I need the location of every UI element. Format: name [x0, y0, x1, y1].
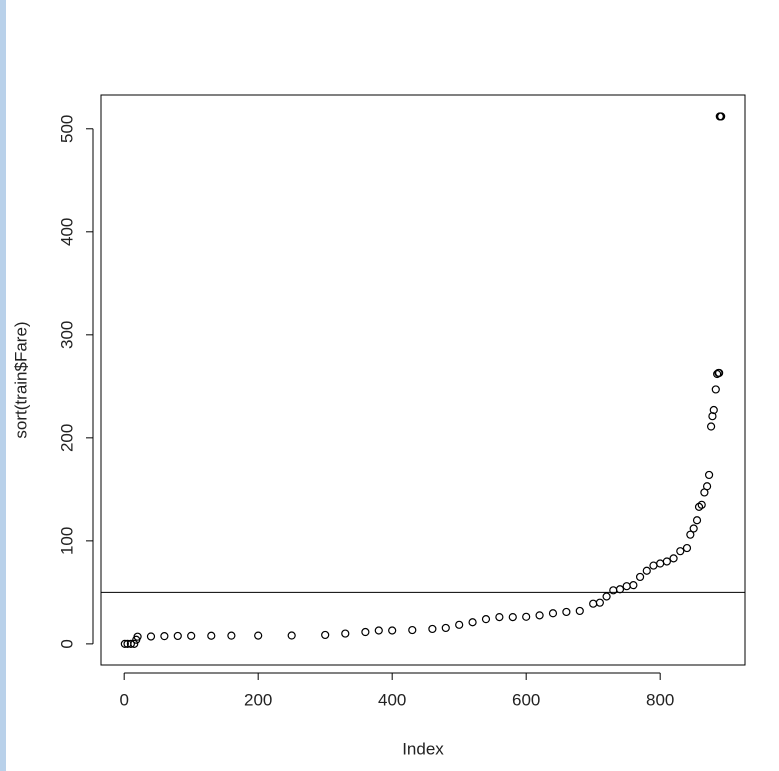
point [717, 112, 726, 121]
point [642, 566, 651, 575]
x-tick-label: 0 [119, 690, 128, 709]
point [455, 620, 464, 629]
point [602, 592, 611, 601]
x-tick-label: 400 [378, 690, 406, 709]
point [160, 632, 169, 641]
y-tick-label: 300 [57, 321, 76, 349]
x-tick-label: 800 [646, 690, 674, 709]
point [622, 582, 631, 591]
point [133, 632, 142, 641]
point [615, 585, 625, 594]
x-tick-label: 200 [244, 690, 272, 709]
point [649, 561, 658, 570]
point [130, 639, 139, 648]
point [535, 611, 544, 620]
point [207, 631, 216, 640]
point [287, 631, 296, 640]
point [408, 625, 417, 635]
point [187, 631, 196, 640]
point [146, 632, 156, 641]
point [715, 368, 724, 378]
point [669, 554, 678, 563]
point [595, 598, 604, 607]
point [321, 630, 330, 640]
point [468, 618, 477, 627]
point [361, 627, 370, 637]
point [428, 624, 437, 634]
point [562, 607, 571, 617]
point [589, 599, 598, 608]
point [704, 470, 714, 480]
point [374, 626, 383, 635]
plot-box [100, 94, 746, 666]
point [629, 581, 638, 590]
point [126, 639, 135, 648]
y-axis-label: sort(train$Fare) [11, 321, 30, 438]
point [254, 631, 263, 640]
point [548, 609, 558, 618]
point [711, 385, 720, 394]
point [120, 639, 129, 648]
point [508, 612, 517, 622]
point [708, 412, 717, 421]
point [481, 615, 491, 624]
point [689, 524, 698, 533]
point [697, 500, 706, 509]
x-axis-label: Index [402, 739, 444, 758]
point [686, 530, 695, 539]
y-tick-label: 400 [57, 218, 76, 246]
point [341, 629, 350, 638]
point [662, 557, 671, 566]
point [676, 547, 685, 556]
point [702, 482, 712, 491]
y-tick-label: 500 [57, 115, 76, 143]
point [635, 572, 645, 582]
point [441, 623, 450, 633]
point [495, 612, 504, 622]
point [706, 422, 716, 431]
window-edge [0, 0, 6, 771]
point [682, 543, 692, 553]
point [388, 626, 397, 635]
x-tick-label: 600 [512, 690, 540, 709]
y-tick-label: 100 [57, 527, 76, 555]
point [173, 631, 182, 641]
point [692, 516, 702, 525]
point [575, 606, 584, 616]
point [227, 631, 236, 640]
y-tick-label: 0 [57, 639, 76, 648]
y-tick-label: 200 [57, 424, 76, 452]
point [656, 559, 665, 568]
point [522, 612, 531, 621]
point [709, 405, 718, 415]
